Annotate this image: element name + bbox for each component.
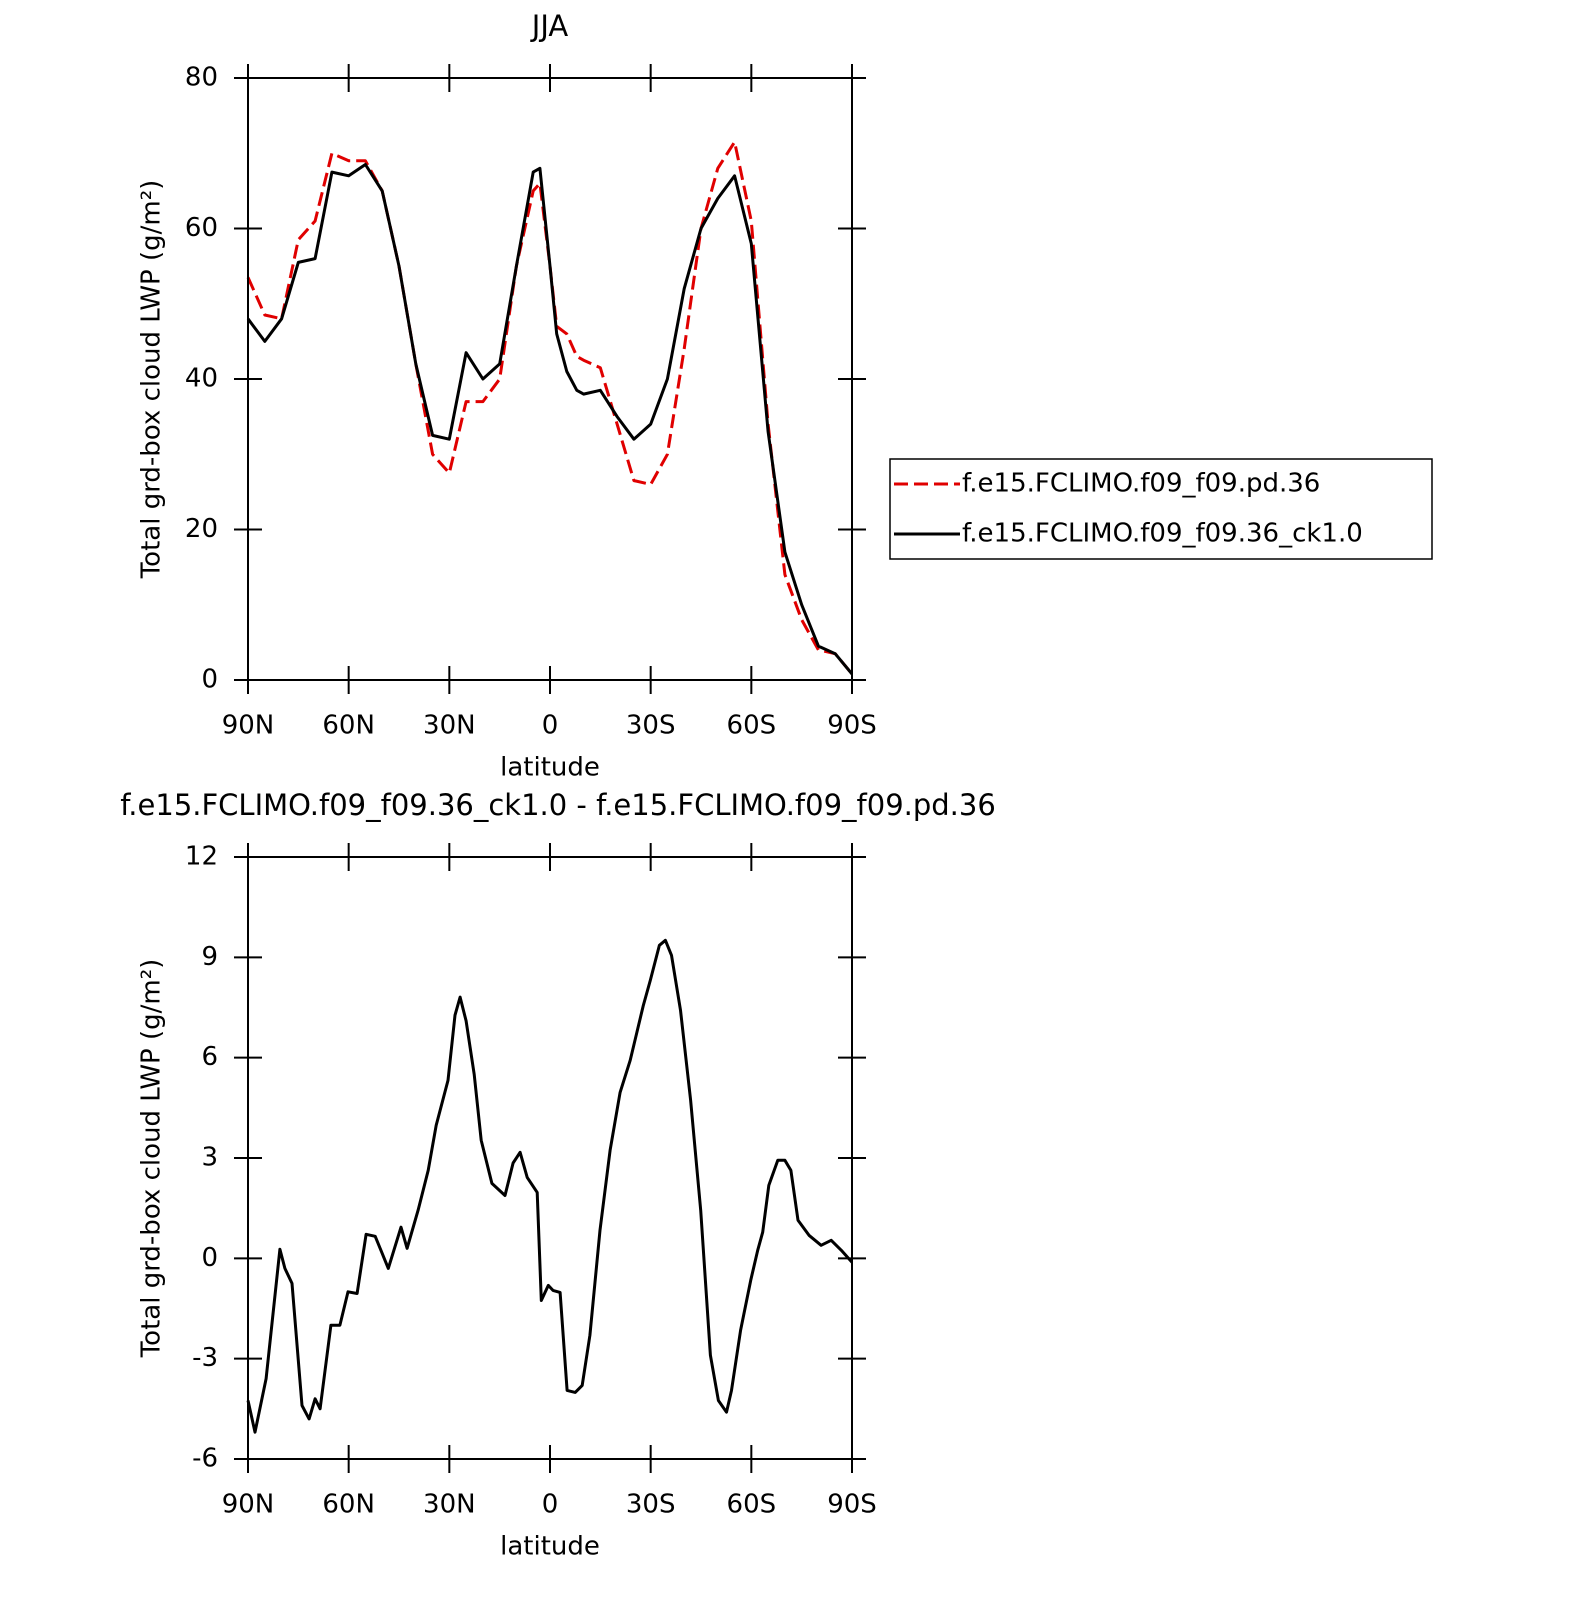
plot-frame — [247, 856, 853, 1460]
y-axis-label: Total grd-box cloud LWP (g/m²) — [137, 180, 167, 580]
data-line — [246, 163, 854, 675]
x-tick-label: 60S — [727, 1490, 777, 1520]
y-tick-label: -6 — [192, 1444, 218, 1474]
y-tick-label: 3 — [201, 1143, 218, 1173]
y-tick-label: -3 — [192, 1343, 218, 1373]
y-tick-label: 20 — [185, 514, 218, 544]
x-tick-label: 30S — [626, 1490, 676, 1520]
x-tick-label: 60S — [727, 711, 777, 741]
legend-label: f.e15.FCLIMO.f09_f09.pd.36 — [962, 469, 1320, 499]
y-axis-label: Total grd-box cloud LWP (g/m²) — [137, 959, 167, 1359]
plot-frame — [247, 77, 853, 681]
y-tick-label: 0 — [201, 1243, 218, 1273]
data-line — [246, 938, 854, 1434]
y-tick-label: 6 — [201, 1042, 218, 1072]
x-tick-label: 90N — [222, 1490, 275, 1520]
x-tick-label: 30N — [423, 711, 476, 741]
y-tick-label: 40 — [185, 364, 218, 394]
x-axis-label: latitude — [500, 753, 600, 783]
x-tick-label: 0 — [542, 1490, 559, 1520]
x-tick-label: 30S — [626, 711, 676, 741]
legend-label: f.e15.FCLIMO.f09_f09.36_ck1.0 — [962, 519, 1363, 549]
x-tick-label: 90S — [827, 1490, 877, 1520]
data-line — [246, 140, 854, 675]
chart-title: JJA — [530, 9, 569, 43]
x-tick-label: 60N — [322, 711, 375, 741]
y-tick-label: 0 — [201, 665, 218, 695]
x-tick-label: 0 — [542, 711, 559, 741]
x-axis-label: latitude — [500, 1532, 600, 1562]
legend-box — [889, 458, 1433, 560]
x-tick-label: 90N — [222, 711, 275, 741]
y-tick-label: 60 — [185, 213, 218, 243]
y-tick-label: 12 — [185, 842, 218, 872]
x-tick-label: 30N — [423, 1490, 476, 1520]
chart-title: f.e15.FCLIMO.f09_f09.36_ck1.0 - f.e15.FC… — [120, 788, 996, 822]
x-tick-label: 60N — [322, 1490, 375, 1520]
y-tick-label: 80 — [185, 63, 218, 93]
y-tick-label: 9 — [201, 942, 218, 972]
x-tick-label: 90S — [827, 711, 877, 741]
